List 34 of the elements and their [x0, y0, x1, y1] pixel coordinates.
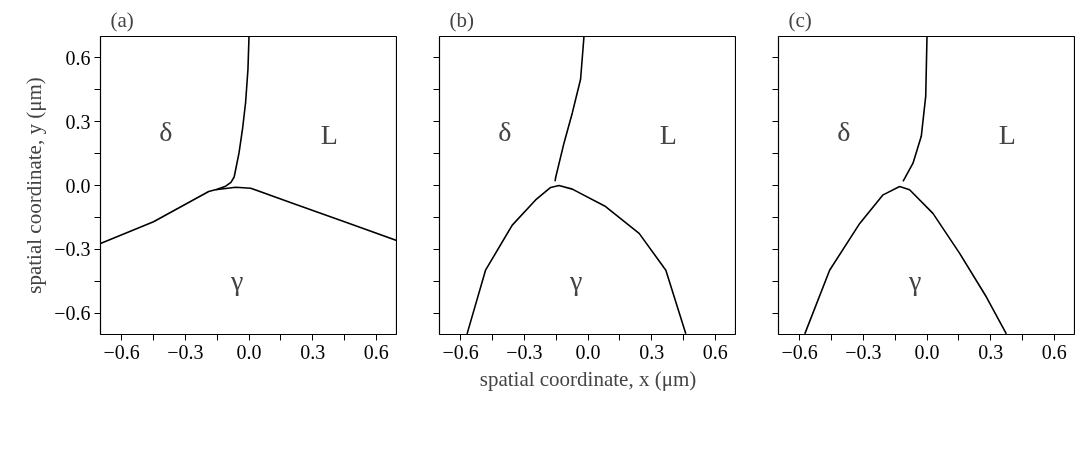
annotation: L [998, 119, 1016, 151]
annotation: δ [837, 116, 851, 148]
y-tick-label: 0.3 [65, 110, 91, 133]
x-tick-label: −0.6 [103, 340, 140, 363]
y-tick-label: 0.6 [65, 46, 91, 69]
x-tick-label: 0.6 [702, 340, 728, 363]
annotation: L [320, 119, 338, 151]
annotation: L [659, 119, 677, 151]
x-tick-label: 0.0 [914, 340, 940, 363]
x-tick-label: −0.3 [845, 340, 882, 363]
y-tick-label: −0.6 [54, 302, 91, 325]
x-tick-label: −0.3 [167, 340, 204, 363]
x-tick-label: 0.3 [300, 340, 326, 363]
annotation: δ [498, 116, 512, 148]
chart-title: (b) [449, 7, 474, 32]
annotation: γ [568, 265, 583, 297]
annotation: γ [907, 265, 922, 297]
x-tick-label: 0.6 [363, 340, 389, 363]
x-tick-label: 0.0 [575, 340, 601, 363]
x-tick-label: 0.3 [978, 340, 1004, 363]
x-tick-label: −0.6 [442, 340, 479, 363]
annotation: γ [229, 265, 244, 297]
x-tick-label: 0.0 [236, 340, 262, 363]
y-axis-title: spatial coordinate, y (μm) [22, 77, 47, 294]
chart-title: (c) [788, 7, 812, 32]
y-tick-label: 0.0 [65, 174, 91, 197]
x-tick-label: −0.6 [781, 340, 818, 363]
x-tick-label: 0.6 [1041, 340, 1067, 363]
x-axis-title: spatial coordinate, x (μm) [479, 366, 697, 391]
x-tick-label: 0.3 [639, 340, 665, 363]
chart-title: (a) [110, 7, 134, 32]
annotation: δ [159, 116, 173, 148]
x-tick-label: −0.3 [506, 340, 543, 363]
y-tick-label: −0.3 [54, 238, 91, 261]
